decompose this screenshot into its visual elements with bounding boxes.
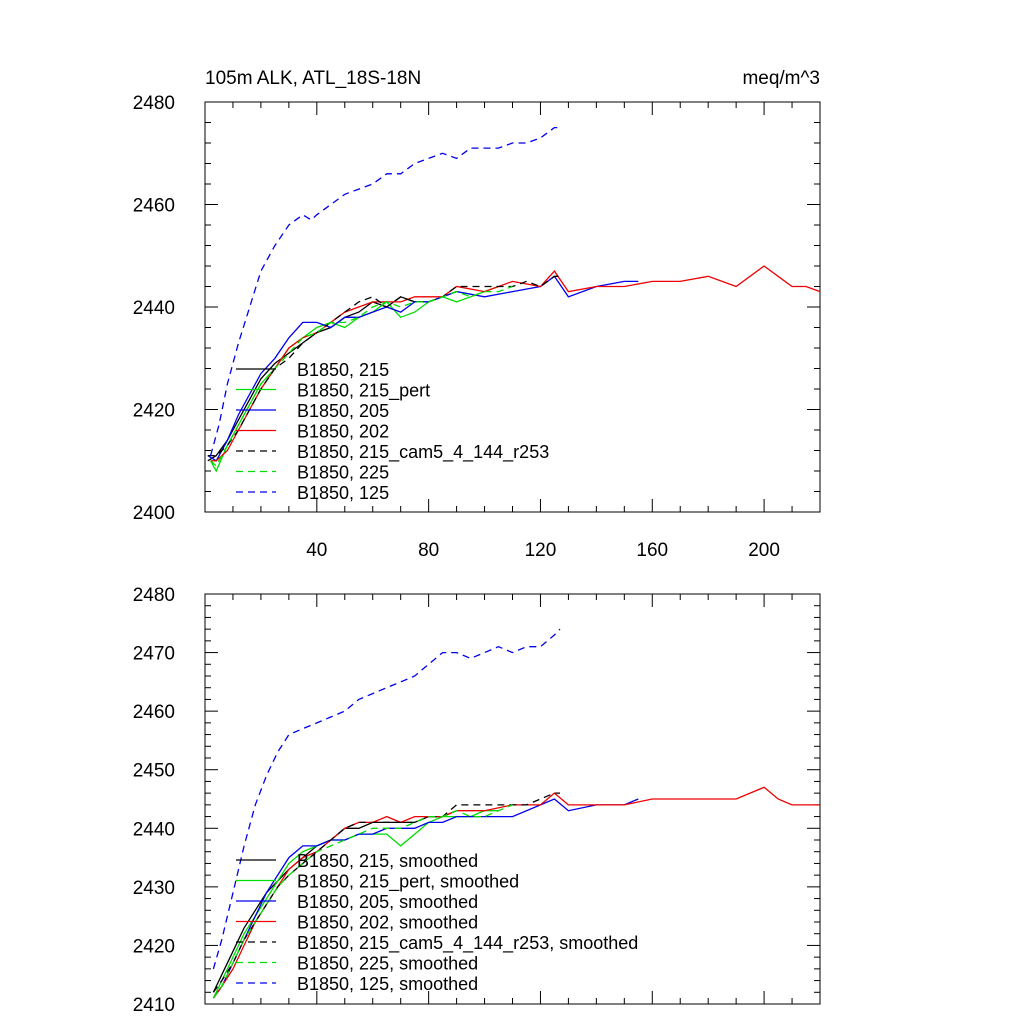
chart-title: 105m ALK, ATL_18S-18N <box>205 68 421 89</box>
legend-label: B1850, 125, smoothed <box>297 974 478 994</box>
units-label: meq/m^3 <box>742 68 820 89</box>
y-tick-label: 2440 <box>133 298 175 319</box>
x-tick-label: 120 <box>525 540 557 561</box>
x-tick-label: 40 <box>306 540 327 561</box>
axis-ticks: 40 80 120 160 200 2400 2420 2440 2460 2480 <box>133 93 820 561</box>
legend-label: B1850, 215 <box>297 360 389 380</box>
y-tick-label: 2460 <box>133 196 175 217</box>
legend-label: B1850, 202 <box>297 422 389 442</box>
legend-label: B1850, 205, smoothed <box>297 892 478 912</box>
legend-label: B1850, 215_cam5_4_144_r253, smoothed <box>297 933 638 954</box>
legend-label: B1850, 215_pert <box>297 381 430 402</box>
legend-label: B1850, 215_cam5_4_144_r253 <box>297 442 549 463</box>
legend-label: B1850, 225 <box>297 463 389 483</box>
y-tick-label: 2420 <box>133 936 175 957</box>
y-tick-label: 2480 <box>133 585 175 606</box>
y-tick-label: 2400 <box>133 503 175 524</box>
x-tick-label: 200 <box>748 540 780 561</box>
legend-label: B1850, 125 <box>297 483 389 503</box>
y-tick-label: 2470 <box>133 644 175 665</box>
x-tick-label: 160 <box>636 540 668 561</box>
y-tick-label: 2430 <box>133 878 175 899</box>
y-tick-label: 2420 <box>133 401 175 422</box>
y-tick-label: 2450 <box>133 761 175 782</box>
legend-label: B1850, 205 <box>297 401 389 421</box>
top-panel: 105m ALK, ATL_18S-18N meq/m^3 40 80 120 160… <box>133 68 820 561</box>
legend-label: B1850, 215, smoothed <box>297 851 478 871</box>
y-tick-label: 2460 <box>133 702 175 723</box>
x-tick-label: 80 <box>418 540 439 561</box>
y-tick-label: 2410 <box>133 995 175 1016</box>
y-tick-label: 2480 <box>133 93 175 114</box>
legend-label: B1850, 202, smoothed <box>297 913 478 933</box>
legend-label: B1850, 215_pert, smoothed <box>297 872 519 893</box>
y-tick-label: 2440 <box>133 819 175 840</box>
bottom-panel: 2410 2420 2430 2440 2450 2460 2470 2480 B1850, … <box>133 585 820 1016</box>
legend-label: B1850, 225, smoothed <box>297 954 478 974</box>
